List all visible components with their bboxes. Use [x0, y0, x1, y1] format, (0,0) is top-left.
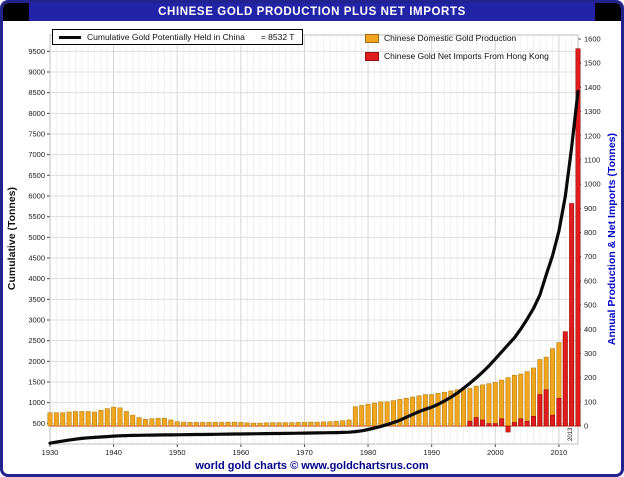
svg-text:1300: 1300 — [584, 107, 601, 116]
svg-text:7500: 7500 — [28, 130, 45, 139]
legend-cumulative-value: = 8532 T — [260, 32, 295, 42]
svg-text:1500: 1500 — [584, 59, 601, 68]
title-bar-inner: CHINESE GOLD PRODUCTION PLUS NET IMPORTS — [29, 3, 595, 21]
svg-text:1940: 1940 — [105, 448, 122, 457]
svg-text:8000: 8000 — [28, 109, 45, 118]
svg-text:400: 400 — [584, 325, 597, 334]
production-bar-swatch — [365, 33, 379, 43]
svg-text:200: 200 — [584, 373, 597, 382]
svg-text:8500: 8500 — [28, 88, 45, 97]
svg-text:1960: 1960 — [232, 448, 249, 457]
svg-text:5000: 5000 — [28, 233, 45, 242]
chart-area: 1930 1940 1950 1960 1970 1980 1990 2000 2010 500 1… — [3, 21, 621, 457]
legend-production-label: Chinese Domestic Gold Production — [384, 33, 517, 43]
cumulative-line-swatch — [59, 35, 81, 39]
svg-text:1400: 1400 — [584, 83, 601, 92]
svg-text:1980: 1980 — [360, 448, 377, 457]
svg-text:4500: 4500 — [28, 254, 45, 263]
svg-text:2000: 2000 — [487, 448, 504, 457]
svg-text:9500: 9500 — [28, 47, 45, 56]
svg-text:9000: 9000 — [28, 68, 45, 77]
svg-text:2000: 2000 — [28, 357, 45, 366]
legend-cumulative: Cumulative Gold Potentially Held in Chin… — [52, 29, 304, 45]
legend-cumulative-label: Cumulative Gold Potentially Held in Chin… — [87, 32, 245, 42]
svg-text:1600: 1600 — [584, 35, 601, 44]
legend-imports-label: Chinese Gold Net Imports From Hong Kong — [384, 51, 549, 61]
svg-text:500: 500 — [584, 301, 597, 310]
svg-text:1000: 1000 — [584, 180, 601, 189]
svg-text:1000: 1000 — [28, 398, 45, 407]
svg-text:800: 800 — [584, 228, 597, 237]
svg-text:2010: 2010 — [551, 448, 568, 457]
svg-text:3000: 3000 — [28, 316, 45, 325]
svg-text:1990: 1990 — [423, 448, 440, 457]
svg-text:900: 900 — [584, 204, 597, 213]
svg-text:1200: 1200 — [584, 131, 601, 140]
svg-text:7000: 7000 — [28, 150, 45, 159]
title-bar: CHINESE GOLD PRODUCTION PLUS NET IMPORTS — [3, 3, 621, 21]
legend-imports: Chinese Gold Net Imports From Hong Kong — [365, 51, 549, 61]
svg-text:1500: 1500 — [28, 378, 45, 387]
svg-text:700: 700 — [584, 252, 597, 261]
svg-text:0: 0 — [584, 422, 588, 431]
svg-text:1930: 1930 — [42, 448, 59, 457]
footer-credit: world gold charts © www.goldchartsrus.co… — [195, 459, 429, 472]
footer: world gold charts © www.goldchartsrus.co… — [3, 457, 621, 474]
svg-text:2500: 2500 — [28, 336, 45, 345]
svg-text:600: 600 — [584, 276, 597, 285]
legend-production: Chinese Domestic Gold Production — [365, 33, 516, 43]
svg-text:4000: 4000 — [28, 274, 45, 283]
svg-text:3500: 3500 — [28, 295, 45, 304]
svg-text:1950: 1950 — [169, 448, 186, 457]
svg-text:2013: 2013 — [568, 427, 574, 441]
svg-text:100: 100 — [584, 397, 597, 406]
svg-text:6500: 6500 — [28, 171, 45, 180]
imports-bar-swatch — [365, 51, 379, 61]
chart-title: CHINESE GOLD PRODUCTION PLUS NET IMPORTS — [158, 6, 466, 18]
plot-svg: 1930 1940 1950 1960 1970 1980 1990 2000 20105001… — [28, 34, 601, 457]
svg-text:5500: 5500 — [28, 212, 45, 221]
svg-text:1970: 1970 — [296, 448, 313, 457]
svg-text:1100: 1100 — [584, 155, 600, 164]
svg-text:6000: 6000 — [28, 192, 45, 201]
svg-text:300: 300 — [584, 349, 597, 358]
svg-text:500: 500 — [32, 419, 45, 428]
